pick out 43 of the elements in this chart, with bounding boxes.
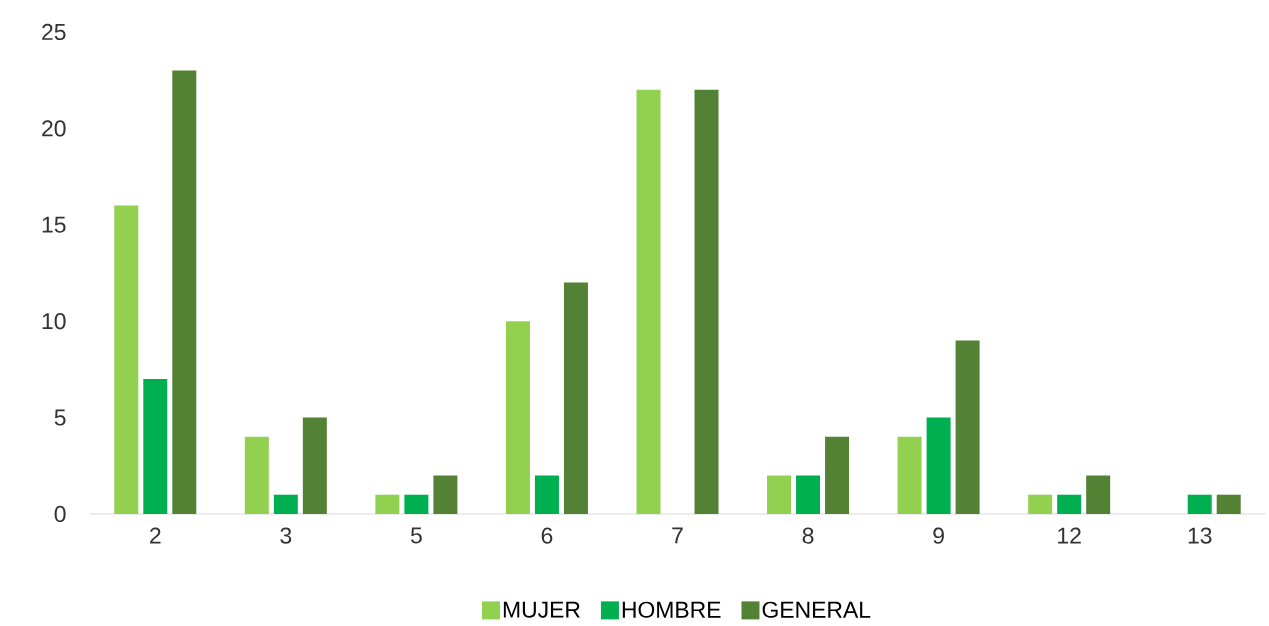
bar: [273, 494, 298, 514]
bar: [955, 340, 980, 514]
bar: [302, 417, 327, 514]
x-tick-label: 9: [933, 527, 944, 544]
legend-label: HOMBRE: [622, 601, 721, 618]
bar: [1057, 494, 1082, 514]
bar: [433, 475, 458, 514]
y-tick-label: 25: [42, 23, 66, 41]
bar: [825, 436, 850, 514]
x-tick-label: 8: [802, 527, 814, 544]
x-tick-label: 3: [280, 527, 292, 544]
bar: [1216, 494, 1241, 514]
bar: [636, 89, 661, 514]
x-tick-label: 5: [410, 527, 422, 544]
bar: [926, 417, 951, 514]
bar: [1187, 494, 1212, 514]
x-tick-label: 2: [150, 527, 161, 544]
y-tick-label: 20: [42, 120, 66, 137]
bar: [796, 475, 821, 514]
x-tick-label: 6: [541, 527, 553, 544]
legend-label: MUJER: [503, 601, 580, 618]
y-tick-label: 0: [54, 505, 66, 523]
bar: [897, 436, 922, 514]
bar: [143, 379, 168, 514]
y-tick-label: 5: [54, 409, 66, 426]
bar: [505, 321, 530, 514]
legend-label: GENERAL: [762, 601, 871, 618]
bar: [375, 494, 400, 514]
x-tick-label: 7: [672, 527, 683, 544]
x-tick-label: 12: [1058, 527, 1081, 544]
bar: [767, 475, 792, 514]
bar: [244, 436, 269, 514]
bar: [563, 282, 588, 514]
bar: [172, 70, 197, 514]
bar: [1086, 475, 1111, 514]
x-tick-label: 13: [1188, 527, 1212, 544]
bar: [694, 89, 719, 514]
bar: [534, 475, 559, 514]
bar: [114, 205, 139, 514]
bar: [1028, 494, 1053, 514]
y-tick-label: 10: [42, 313, 66, 330]
bar: [404, 494, 429, 514]
y-tick-label: 15: [42, 216, 66, 233]
